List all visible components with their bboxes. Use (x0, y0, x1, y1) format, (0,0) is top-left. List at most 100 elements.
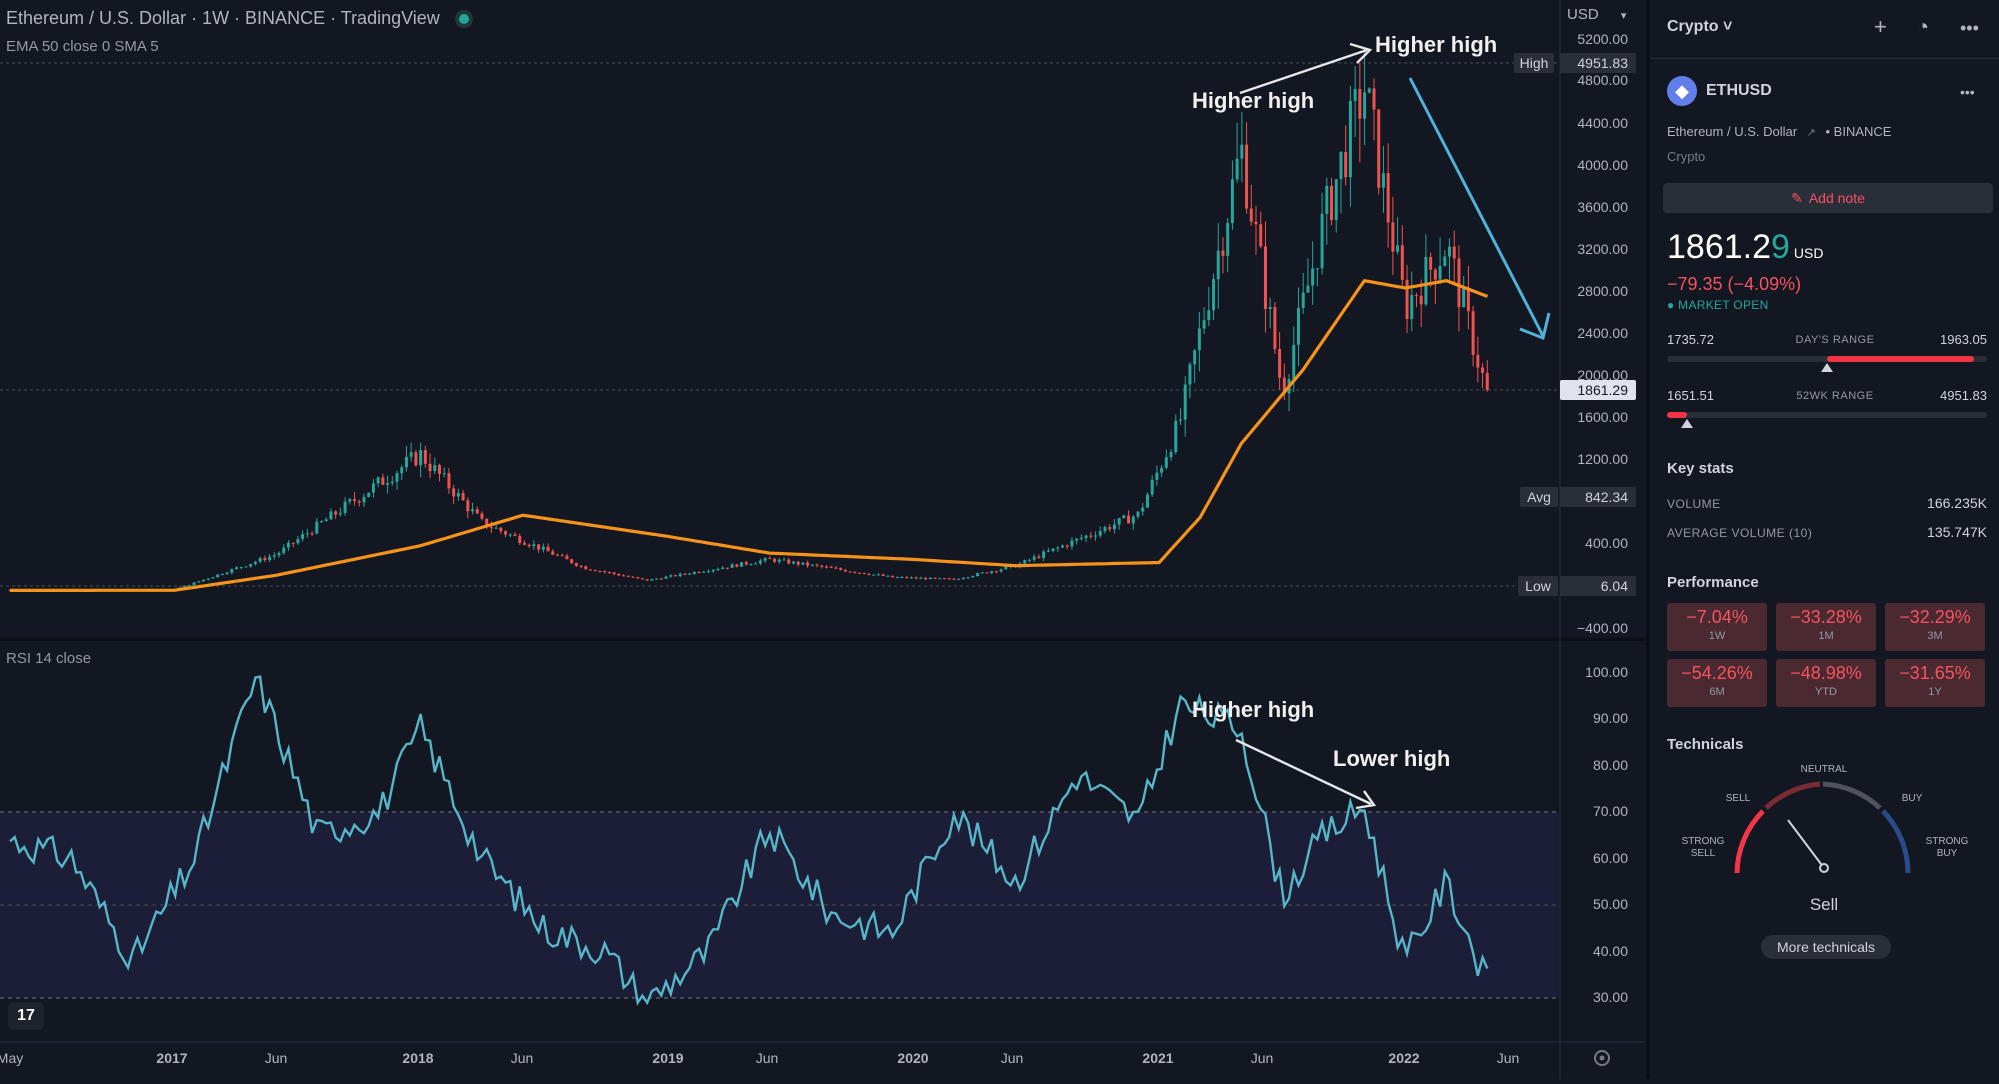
watchlist-selector[interactable]: Crypto ˅ (1667, 18, 1733, 35)
candle-body (1301, 292, 1305, 308)
candle-body (825, 566, 829, 568)
candle-body (1410, 295, 1414, 319)
candle-body (433, 465, 437, 472)
perf-3m[interactable]: −32.29% 3M (1885, 603, 1985, 651)
perf-value: −54.26% (1681, 663, 1753, 683)
candle-body (669, 575, 673, 577)
day-range-fill (1827, 356, 1975, 362)
current-price-value: 1861.29 (1577, 382, 1628, 398)
candle-body (301, 534, 305, 540)
price-change: −79.35 (−4.09%) (1667, 274, 1802, 294)
tradingview-logo-icon[interactable]: 17 (8, 1002, 44, 1030)
candle-body (928, 577, 932, 580)
perf-1m[interactable]: −33.28% 1M (1776, 603, 1876, 651)
technicals-title[interactable]: Technicals (1667, 736, 1744, 753)
annotation-higher-high-1: Higher high (1375, 32, 1497, 57)
rsi-legend[interactable]: RSI 14 close (6, 650, 92, 667)
candle-body (456, 493, 460, 497)
downtrend-arrow (1408, 77, 1545, 337)
rsi-tick: 90.00 (1593, 710, 1628, 726)
candle-body (466, 500, 470, 512)
price-arrow-head (1349, 42, 1373, 64)
candle-body (650, 579, 654, 581)
candle-body (1051, 548, 1055, 551)
candle-body (504, 531, 508, 535)
symbol-description[interactable]: Ethereum / U.S. Dollar (1667, 124, 1798, 139)
chart-svg[interactable]: Higher high Higher high Higher high Lowe… (0, 0, 1646, 1079)
candle-body (1462, 287, 1466, 308)
candle-body (636, 577, 640, 579)
candle-body (376, 477, 380, 484)
gauge-strong-sell-label: STRONG (1682, 836, 1725, 847)
candle-body (593, 570, 597, 572)
candle-body (622, 575, 626, 577)
candle-body (891, 575, 895, 578)
candle-body (976, 573, 980, 577)
candle-body (268, 556, 272, 561)
more-technicals-button[interactable]: More technicals (1761, 935, 1891, 959)
clock-icon[interactable]: ◔ (1916, 14, 1930, 39)
price-arrow-higher-high (1239, 48, 1368, 95)
rsi-tick: 30.00 (1593, 989, 1628, 1005)
candle-body (471, 509, 475, 512)
candle-body (1381, 173, 1385, 188)
candle-body (787, 559, 791, 564)
external-link-icon[interactable]: ↗ (1806, 127, 1816, 139)
candle-body (768, 558, 772, 560)
candle-body (423, 450, 427, 464)
candle-body (1127, 515, 1131, 524)
candle-body (395, 473, 399, 482)
candle-body (1367, 88, 1371, 93)
candle-body (1131, 516, 1135, 524)
gauge-strong-buy-label: STRONG (1926, 836, 1969, 847)
perf-6m[interactable]: −54.26% 6M (1667, 659, 1767, 707)
candle-body (773, 558, 777, 562)
performance-title[interactable]: Performance (1667, 574, 1759, 591)
perf-value: −33.28% (1790, 607, 1862, 627)
symbol-more-icon[interactable]: ••• (1960, 84, 1975, 100)
candle-body (1344, 151, 1348, 178)
candle-body (381, 477, 385, 485)
candle-body (1212, 279, 1216, 311)
candle-body (589, 569, 593, 571)
candle-body (404, 456, 408, 468)
currency-selector[interactable]: USD ▾ (1567, 6, 1626, 23)
candle-body (1325, 185, 1329, 214)
add-symbol-icon[interactable]: + (1874, 14, 1887, 39)
panel-divider[interactable] (1646, 0, 1650, 1079)
candle-body (555, 554, 559, 556)
price-tick: 2800.00 (1577, 283, 1628, 299)
chart-area[interactable]: Higher high Higher high Higher high Lowe… (0, 0, 1648, 1079)
perf-1w[interactable]: −7.04% 1W (1667, 603, 1767, 651)
pane-separator[interactable] (0, 638, 1646, 641)
add-note-button[interactable]: ✎ Add note (1663, 183, 1993, 213)
candle-body (277, 553, 281, 556)
more-icon[interactable]: ••• (1960, 18, 1979, 38)
candle-body (565, 555, 569, 560)
perf-label: YTD (1815, 686, 1837, 698)
candle-body (1183, 384, 1187, 420)
price-tick: 3200.00 (1577, 241, 1628, 257)
ema-legend[interactable]: EMA 50 close 0 SMA 5 (6, 38, 159, 55)
candle-body (886, 575, 890, 577)
candle-body (735, 564, 739, 567)
time-tick: 2017 (156, 1050, 187, 1066)
symbol-name[interactable]: ETHUSD (1706, 82, 1772, 99)
candle-body (480, 513, 484, 519)
candle-body (815, 564, 819, 566)
candle-body (721, 567, 725, 569)
downtrend-arrow-head (1519, 312, 1551, 341)
chart-settings-icon[interactable] (1594, 1050, 1610, 1066)
perf-1y[interactable]: −31.65% 1Y (1885, 659, 1985, 707)
rsi-line (9, 675, 1489, 1006)
candle-body (1108, 527, 1112, 530)
candle-body (1466, 287, 1470, 312)
avg-value-box (1560, 487, 1636, 507)
perf-ytd[interactable]: −48.98% YTD (1776, 659, 1876, 707)
candle-body (938, 578, 942, 580)
key-stats-title[interactable]: Key stats (1667, 460, 1734, 477)
candle-body (1452, 246, 1456, 259)
candle-body (527, 544, 531, 547)
candle-body (640, 578, 644, 580)
candle-body (1150, 479, 1154, 495)
